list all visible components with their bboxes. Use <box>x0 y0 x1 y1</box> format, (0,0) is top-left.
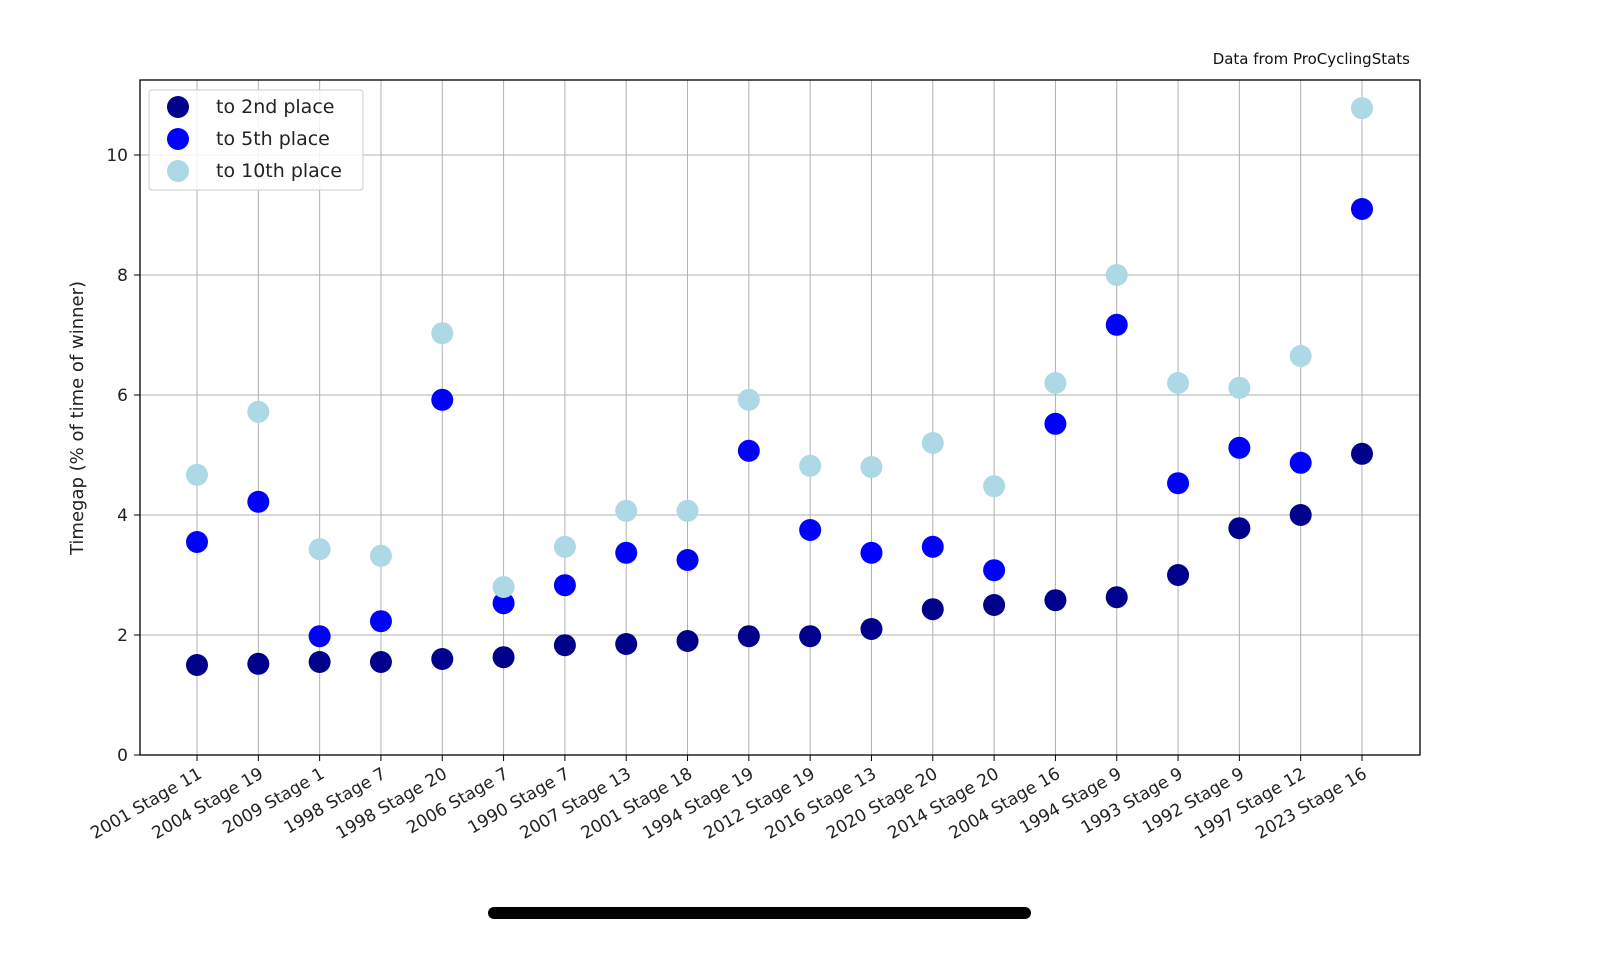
legend: to 2nd place to 5th place to 10th place <box>148 89 364 191</box>
data-point-to-10th-place <box>186 463 208 486</box>
data-point-to-5th-place <box>676 549 699 571</box>
data-point-to-5th-place <box>247 490 270 513</box>
data-point-to-10th-place <box>1044 372 1067 394</box>
data-point-to-5th-place <box>860 541 883 564</box>
data-point-to-2nd-place <box>186 654 208 676</box>
data-point-to-10th-place <box>860 456 883 478</box>
data-point-to-10th-place <box>431 322 454 345</box>
data-point-to-2nd-place <box>860 618 883 640</box>
data-point-to-2nd-place <box>308 651 331 673</box>
data-point-to-10th-place <box>799 454 822 477</box>
data-point-to-5th-place <box>921 535 944 558</box>
y-axis-label: Timegap (% of time of winner) <box>67 281 88 556</box>
data-point-to-2nd-place <box>737 625 760 648</box>
data-point-to-5th-place <box>1289 451 1312 474</box>
y-tick-label: 0 <box>117 746 128 766</box>
data-point-to-2nd-place <box>676 630 699 652</box>
data-point-to-10th-place <box>553 535 576 558</box>
data-point-to-2nd-place <box>1228 517 1251 540</box>
data-point-to-5th-place <box>1105 313 1128 336</box>
data-point-to-5th-place <box>1167 472 1190 495</box>
legend-marker <box>167 128 189 150</box>
data-point-to-5th-place <box>186 531 208 553</box>
legend-label: to 5th place <box>216 128 330 150</box>
data-point-to-5th-place <box>737 439 760 462</box>
y-tick-label: 8 <box>117 266 128 286</box>
home-indicator[interactable] <box>488 907 1031 919</box>
legend-label: to 10th place <box>216 160 342 182</box>
y-tick-label: 4 <box>117 506 128 526</box>
data-point-to-10th-place <box>983 475 1006 498</box>
data-point-to-2nd-place <box>1044 589 1067 612</box>
data-point-to-10th-place <box>1167 372 1190 394</box>
data-point-to-10th-place <box>921 432 944 454</box>
data-points <box>186 97 1373 676</box>
source-note: Data from ProCyclingStats <box>1213 50 1410 68</box>
data-point-to-10th-place <box>676 499 699 522</box>
y-axis-ticks: 0 2 4 6 8 10 <box>106 146 140 766</box>
data-point-to-10th-place <box>615 499 638 522</box>
data-point-to-10th-place <box>1228 376 1251 399</box>
data-point-to-10th-place <box>492 576 515 598</box>
data-point-to-2nd-place <box>1289 504 1312 526</box>
data-point-to-2nd-place <box>983 594 1006 616</box>
data-point-to-2nd-place <box>615 633 638 655</box>
data-point-to-10th-place <box>247 400 270 423</box>
legend-marker <box>167 96 189 118</box>
data-point-to-10th-place <box>308 538 331 561</box>
legend-box <box>148 89 364 191</box>
data-point-to-5th-place <box>1044 412 1067 435</box>
data-point-to-5th-place <box>492 592 515 615</box>
plot-frame <box>139 79 1421 756</box>
data-point-to-2nd-place <box>1105 586 1128 609</box>
data-point-to-10th-place <box>737 388 760 411</box>
data-point-to-5th-place <box>369 610 392 633</box>
y-tick-label: 6 <box>117 386 128 406</box>
data-point-to-10th-place <box>1351 97 1373 120</box>
data-point-to-5th-place <box>308 625 331 648</box>
data-point-to-5th-place <box>615 541 638 564</box>
y-tick-label: 2 <box>117 626 128 646</box>
data-point-to-2nd-place <box>492 646 515 669</box>
data-point-to-2nd-place <box>799 625 822 648</box>
data-point-to-2nd-place <box>431 648 454 670</box>
data-point-to-2nd-place <box>1351 442 1373 465</box>
data-point-to-5th-place <box>553 574 576 597</box>
legend-label: to 2nd place <box>216 96 334 118</box>
data-point-to-5th-place <box>1351 198 1373 220</box>
data-point-to-10th-place <box>1105 264 1128 286</box>
data-point-to-2nd-place <box>553 634 576 657</box>
data-point-to-2nd-place <box>247 652 270 675</box>
data-point-to-10th-place <box>1289 345 1312 367</box>
data-point-to-5th-place <box>1228 436 1251 459</box>
data-point-to-2nd-place <box>921 598 944 621</box>
y-tick-label: 10 <box>106 146 128 166</box>
legend-marker <box>167 160 189 182</box>
data-point-to-5th-place <box>983 559 1006 582</box>
data-point-to-5th-place <box>431 388 454 411</box>
data-point-to-10th-place <box>369 544 392 567</box>
data-point-to-5th-place <box>799 519 822 541</box>
data-point-to-2nd-place <box>369 651 392 673</box>
data-point-to-2nd-place <box>1167 564 1190 586</box>
